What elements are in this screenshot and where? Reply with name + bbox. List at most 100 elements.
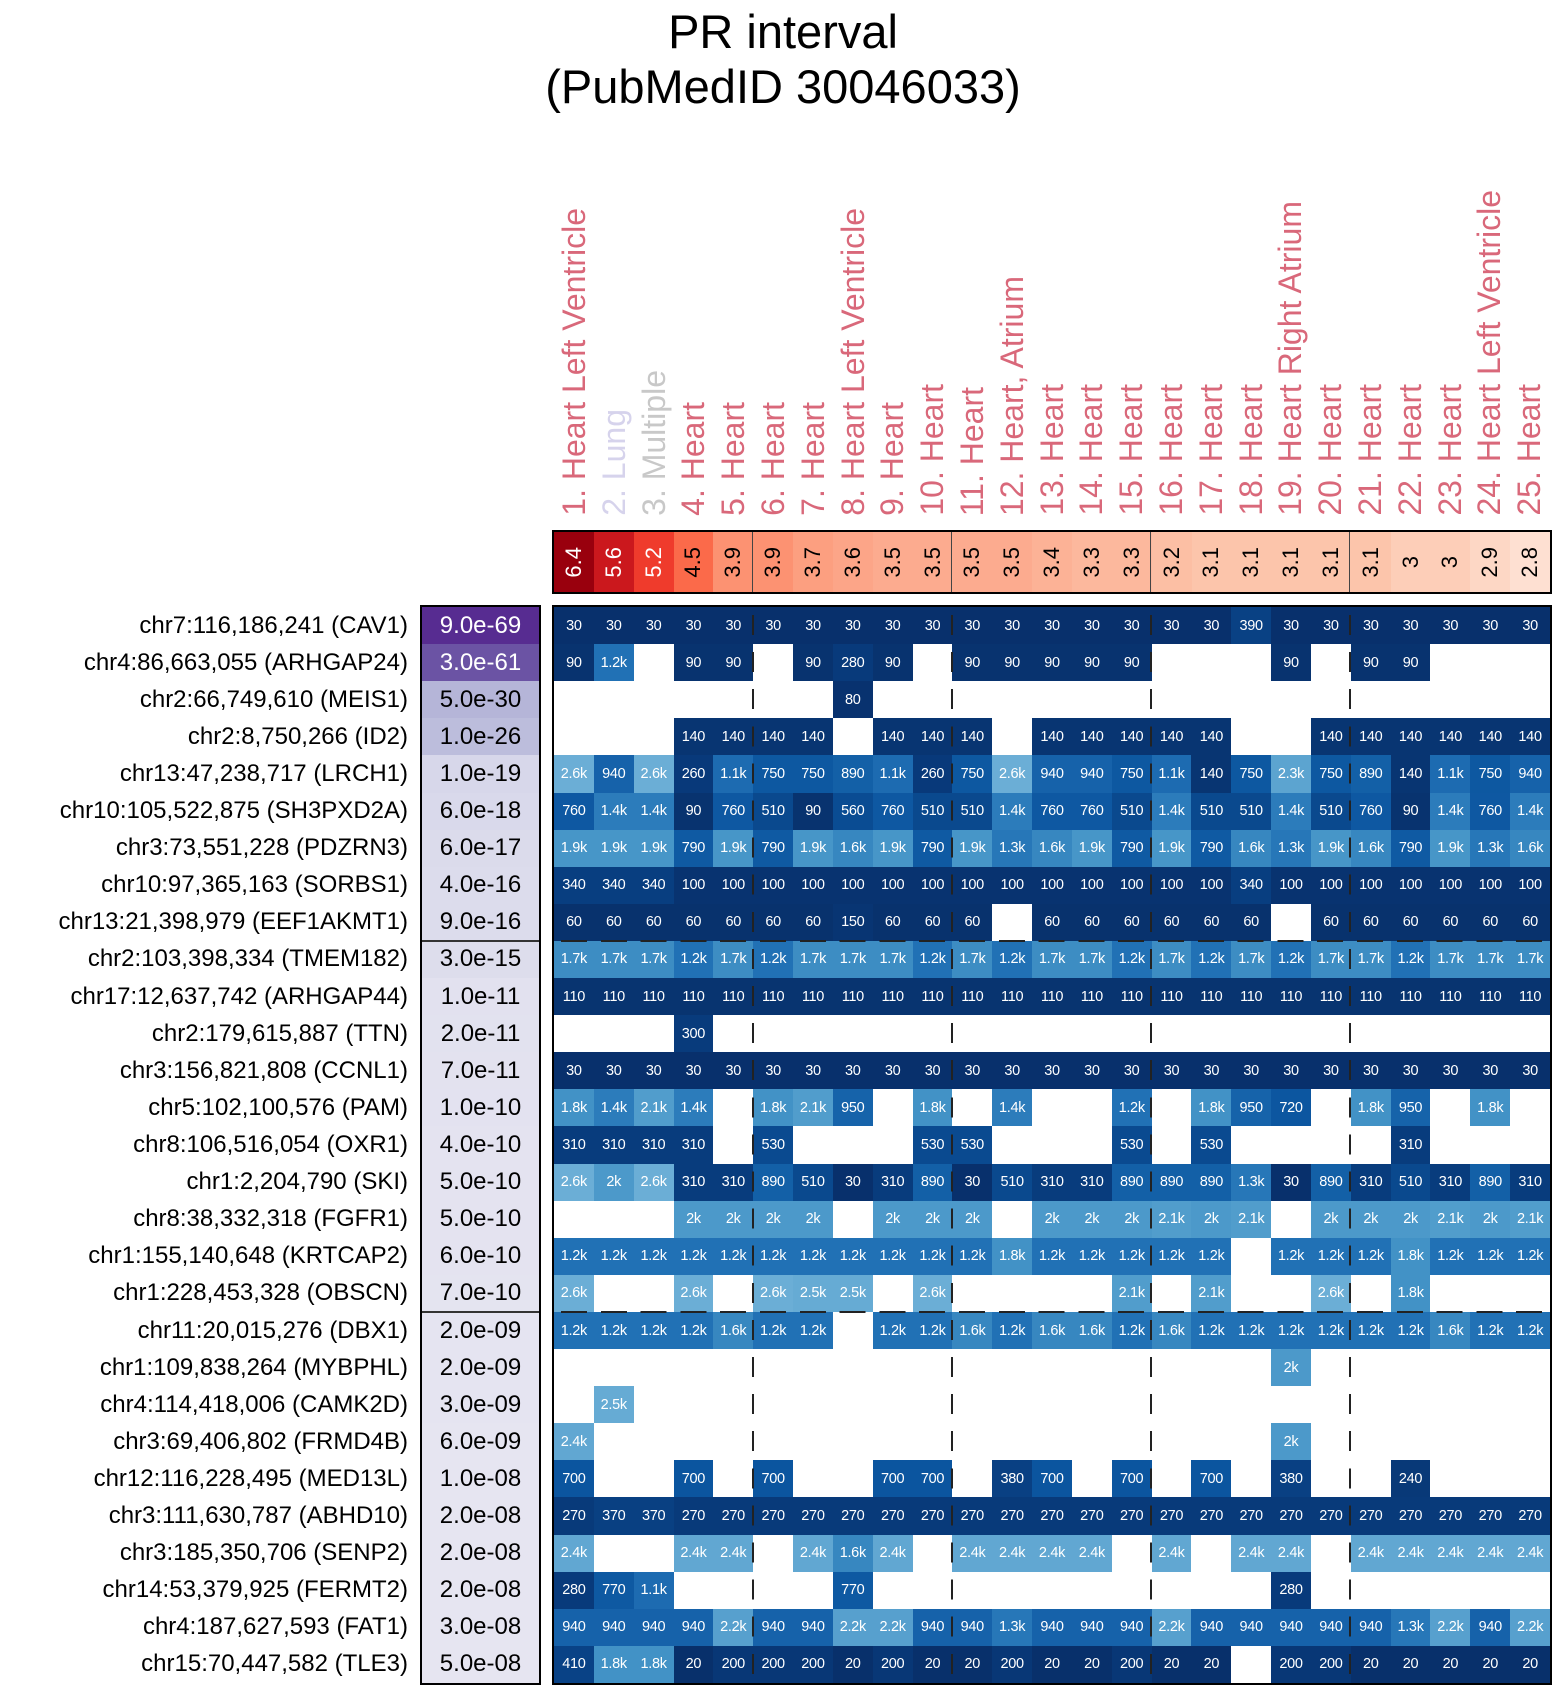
- heatmap-cell: 1.2k: [793, 1237, 833, 1275]
- heatmap-cell-empty: [793, 1572, 833, 1609]
- heatmap-cell: 270: [872, 1497, 913, 1535]
- heatmap-cell: 280: [1271, 1571, 1311, 1609]
- heatmap-cell-empty: [1311, 1349, 1351, 1386]
- heatmap-cell-empty: [1430, 1349, 1470, 1386]
- heatmap-cell-empty: [1430, 1423, 1470, 1460]
- heatmap-cell-empty: [634, 1535, 674, 1572]
- heatmap-cell-empty: [1351, 1349, 1391, 1386]
- heatmap-cell: 940: [1470, 1608, 1511, 1646]
- heatmap-cell: 1.2k: [554, 1311, 594, 1350]
- heatmap-cell: 1.8k: [633, 1645, 674, 1683]
- heatmap-cell: 310: [593, 1126, 634, 1164]
- column-score-cell: 3.3: [1071, 532, 1112, 592]
- heatmap-cell-empty: [1510, 644, 1550, 681]
- heatmap-cell: 20: [912, 1645, 953, 1683]
- heatmap-cell: 1.2k: [673, 1237, 714, 1275]
- heatmap-cell-empty: [1152, 1015, 1192, 1052]
- pvalue-cell: 9.0e-16: [422, 903, 539, 941]
- heatmap-cell-empty: [1271, 1386, 1311, 1423]
- heatmap-cell: 90: [673, 792, 714, 830]
- heatmap-cell: 1.1k: [713, 755, 754, 793]
- heatmap-cell: 940: [952, 1608, 993, 1646]
- heatmap-cell: 200: [992, 1645, 1033, 1683]
- heatmap-cell: 1.9k: [554, 829, 594, 867]
- heatmap-cell: 2.5k: [793, 1274, 833, 1312]
- heatmap-cell-empty: [793, 1423, 833, 1460]
- heatmap-cell: 2.2k: [1151, 1608, 1192, 1646]
- heatmap-cell-empty: [793, 681, 833, 718]
- heatmap-cell-empty: [674, 1349, 714, 1386]
- heatmap-cell: 790: [673, 829, 714, 867]
- heatmap-cell: 140: [1111, 718, 1152, 756]
- heatmap-cell: 1.9k: [793, 829, 833, 867]
- heatmap-cell-empty: [594, 1460, 634, 1497]
- column-score-label: 3.5: [919, 546, 945, 578]
- heatmap-cell-empty: [952, 1349, 992, 1386]
- column-score-label: 2.9: [1477, 546, 1503, 578]
- heatmap-cell-empty: [594, 1535, 634, 1572]
- heatmap-cell: 1.8k: [593, 1645, 634, 1683]
- row-label: chr10:97,365,163 (SORBS1): [101, 871, 408, 899]
- row-label: chr1:228,453,328 (OBSCN): [113, 1279, 408, 1307]
- heatmap-cell: 270: [1271, 1497, 1311, 1535]
- heatmap-cell: 510: [793, 1163, 833, 1201]
- heatmap-cell-empty: [793, 1015, 833, 1052]
- heatmap-cell: 2.4k: [952, 1534, 993, 1572]
- row-label: chr15:70,447,582 (TLE3): [141, 1650, 408, 1678]
- heatmap-cell: 940: [1191, 1608, 1232, 1646]
- heatmap-cell: 890: [832, 755, 873, 793]
- heatmap-cell: 700: [872, 1460, 913, 1498]
- row-label: chr4:187,627,593 (FAT1): [142, 1613, 408, 1641]
- heatmap-cell-empty: [1231, 718, 1271, 755]
- heatmap-cell-empty: [913, 1423, 953, 1460]
- heatmap-cell: 60: [1032, 903, 1072, 941]
- heatmap-cell: 2.2k: [832, 1608, 873, 1646]
- heatmap-cell-empty: [594, 1423, 634, 1460]
- heatmap-cell: 140: [1032, 718, 1072, 756]
- heatmap-cell-empty: [1311, 644, 1351, 681]
- pvalue-cell: 1.0e-19: [422, 755, 539, 793]
- column-label: 1. Heart Left Ventricle: [554, 140, 594, 516]
- heatmap-cell: 1.2k: [1350, 1237, 1391, 1275]
- heatmap-cell-empty: [1072, 1386, 1112, 1423]
- heatmap-cell: 2.6k: [554, 1163, 594, 1201]
- heatmap-cell: 1.7k: [872, 940, 913, 979]
- heatmap-cell: 2.6k: [554, 1274, 594, 1312]
- column-score-label: 3.2: [1158, 546, 1184, 578]
- heatmap-cell-empty: [1351, 681, 1391, 718]
- chart-subtitle: (PubMedID 30046033): [545, 60, 1021, 113]
- heatmap-cell: 30: [554, 1052, 594, 1090]
- heatmap-cell: 270: [554, 1497, 594, 1535]
- row-label: chr14:53,379,925 (FERMT2): [102, 1576, 408, 1604]
- heatmap-cell: 110: [1151, 978, 1192, 1016]
- heatmap-cell: 270: [952, 1497, 993, 1535]
- heatmap-cell-empty: [1032, 1275, 1072, 1312]
- heatmap-cell: 760: [554, 792, 594, 830]
- heatmap-cell-empty: [833, 1423, 873, 1460]
- heatmap-cell-empty: [1072, 1275, 1112, 1312]
- heatmap-cell-empty: [674, 681, 714, 718]
- heatmap-cell: 100: [713, 866, 754, 904]
- heatmap-cell-empty: [634, 1460, 674, 1497]
- heatmap-cell-empty: [833, 1460, 873, 1497]
- column-group-divider: [1349, 607, 1351, 1681]
- heatmap-cell: 750: [1310, 755, 1351, 793]
- heatmap-cell: 60: [912, 903, 953, 941]
- heatmap-cell: 2.1k: [1151, 1200, 1192, 1238]
- row-label: chr3:156,821,808 (CCNL1): [119, 1056, 408, 1084]
- heatmap-cell: 140: [1470, 718, 1511, 756]
- heatmap-cell: 60: [1310, 903, 1351, 941]
- heatmap-cell: 340: [554, 866, 594, 904]
- heatmap-cell: 2.5k: [832, 1274, 873, 1312]
- heatmap-cell-empty: [913, 1572, 953, 1609]
- column-label-text: 24. Heart Left Ventricle: [1471, 190, 1508, 516]
- heatmap-cell: 1.4k: [593, 792, 634, 830]
- heatmap-cell: 20: [1151, 1645, 1192, 1683]
- column-label: 4. Heart: [673, 140, 713, 516]
- row-label: chr4:114,418,006 (CAMK2D): [100, 1390, 408, 1418]
- heatmap-cell-empty: [753, 1572, 793, 1609]
- heatmap-cell: 2.6k: [992, 755, 1033, 793]
- heatmap-cell: 2k: [1350, 1200, 1391, 1238]
- column-score-cell: 3.5: [952, 532, 993, 592]
- heatmap-cell: 30: [1271, 1163, 1311, 1201]
